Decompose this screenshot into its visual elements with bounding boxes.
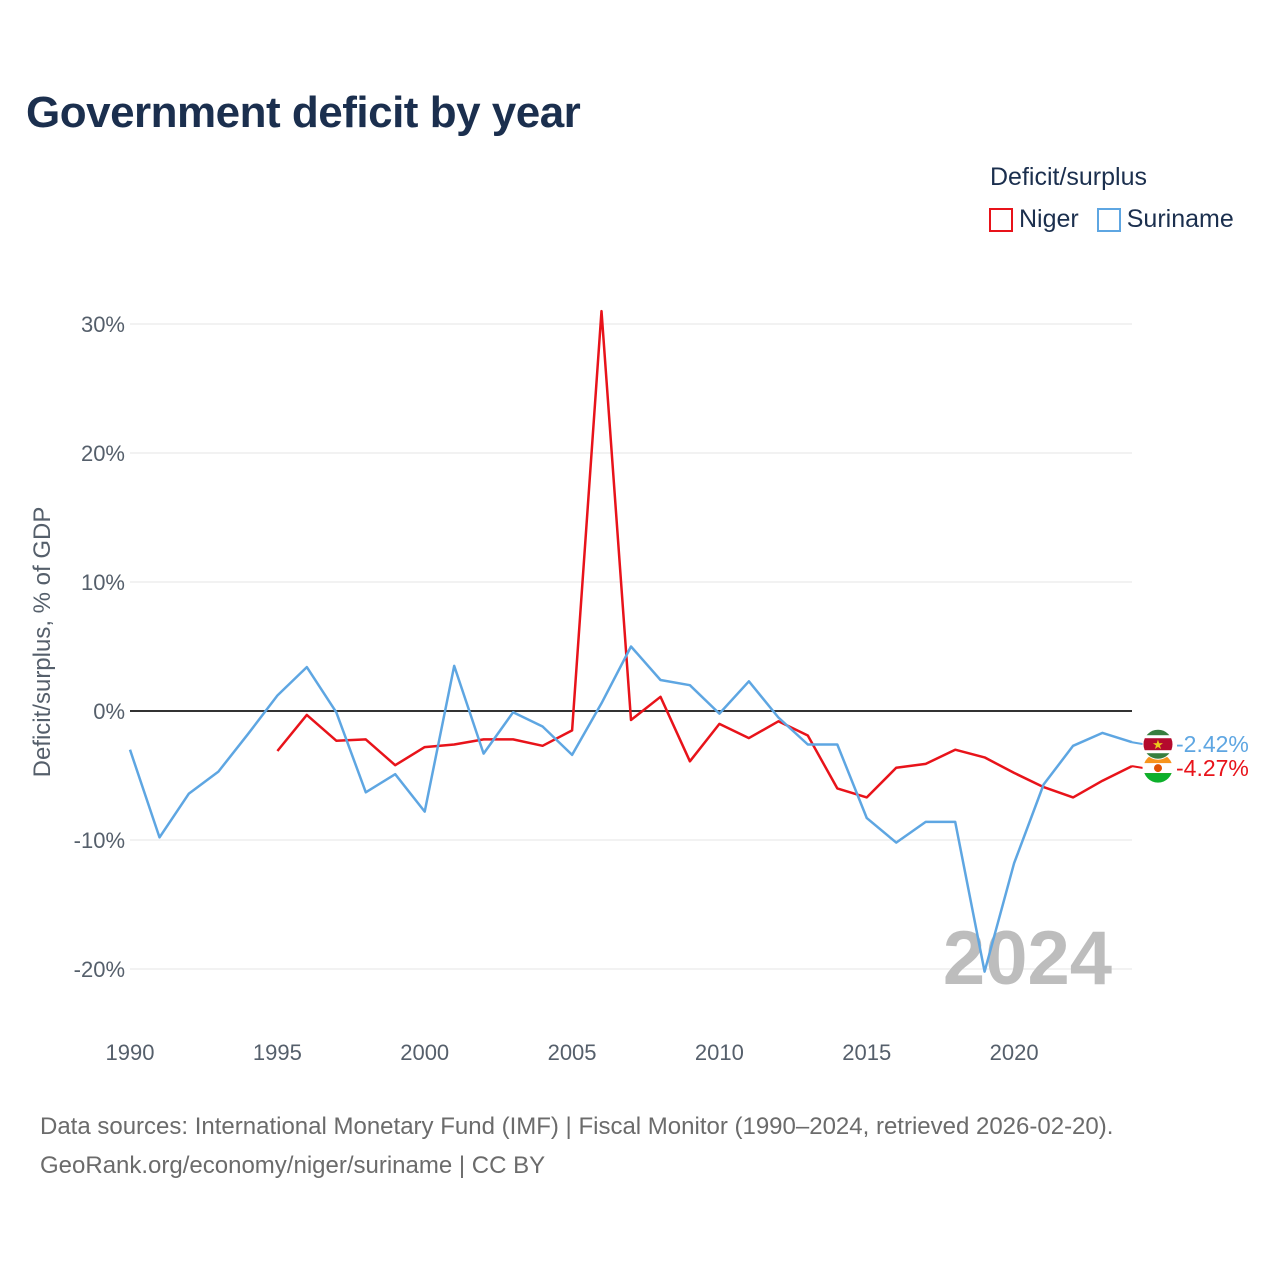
page-title: Government deficit by year: [26, 88, 581, 137]
end-value-label-niger: -4.27%: [1176, 755, 1249, 781]
y-tick-label-4: -10%: [74, 828, 125, 853]
x-tick-label-5: 2015: [842, 1040, 891, 1065]
end-connector-niger: [1131, 765, 1145, 770]
x-axis-ticks: 1990 1995 2000 2005 2010 2015 2020: [106, 1040, 1039, 1065]
y-axis-title: Deficit/surplus, % of GDP: [29, 507, 56, 778]
y-tick-label-2: 10%: [81, 570, 125, 595]
legend-title: Deficit/surplus: [990, 163, 1147, 191]
x-tick-label-2: 2000: [400, 1040, 449, 1065]
x-tick-label-0: 1990: [106, 1040, 155, 1065]
y-tick-label-3: 0%: [93, 699, 125, 724]
end-connector-suriname: [1131, 741, 1145, 746]
y-tick-label-5: -20%: [74, 957, 125, 982]
legend-label-suriname: Suriname: [1126, 205, 1234, 233]
x-tick-label-6: 2020: [990, 1040, 1039, 1065]
x-tick-label-1: 1995: [253, 1040, 302, 1065]
x-tick-label-4: 2010: [695, 1040, 744, 1065]
legend-swatch-niger: [989, 207, 1013, 232]
y-tick-label-0: 30%: [81, 312, 125, 337]
legend-swatch-suriname: [1096, 207, 1121, 232]
series-line-suriname[interactable]: [128, 645, 1133, 973]
legend-item-niger[interactable]: Niger: [989, 205, 1079, 234]
footer: Data sources: International Monetary Fun…: [40, 1107, 1113, 1185]
end-value-label-suriname: -2.42%: [1176, 731, 1249, 757]
legend-item-suriname[interactable]: Suriname: [1096, 205, 1234, 234]
year-watermark: 2024: [943, 916, 1112, 1001]
x-tick-label-3: 2005: [548, 1040, 597, 1065]
footer-sources: Data sources: International Monetary Fun…: [40, 1113, 1114, 1140]
end-markers: -4.27% ★ -2.42%: [1131, 728, 1249, 784]
svg-text:★: ★: [1152, 737, 1164, 752]
series-line-niger[interactable]: [276, 309, 1133, 799]
y-tick-label-1: 20%: [81, 441, 125, 466]
y-axis-ticks: 30% 20% 10% 0% -10% -20%: [74, 312, 125, 982]
series-lines: [128, 309, 1133, 973]
legend: Niger Suriname: [989, 205, 1252, 234]
gridlines: [130, 323, 1132, 970]
suriname-flag: ★: [1142, 728, 1174, 760]
footer-link[interactable]: GeoRank.org/economy/niger/suriname | CC …: [40, 1152, 546, 1179]
legend-label-niger: Niger: [1019, 205, 1079, 233]
line-chart: 30% 20% 10% 0% -10% -20% 1990 1995 2000 2005 2010…: [29, 309, 1249, 1065]
